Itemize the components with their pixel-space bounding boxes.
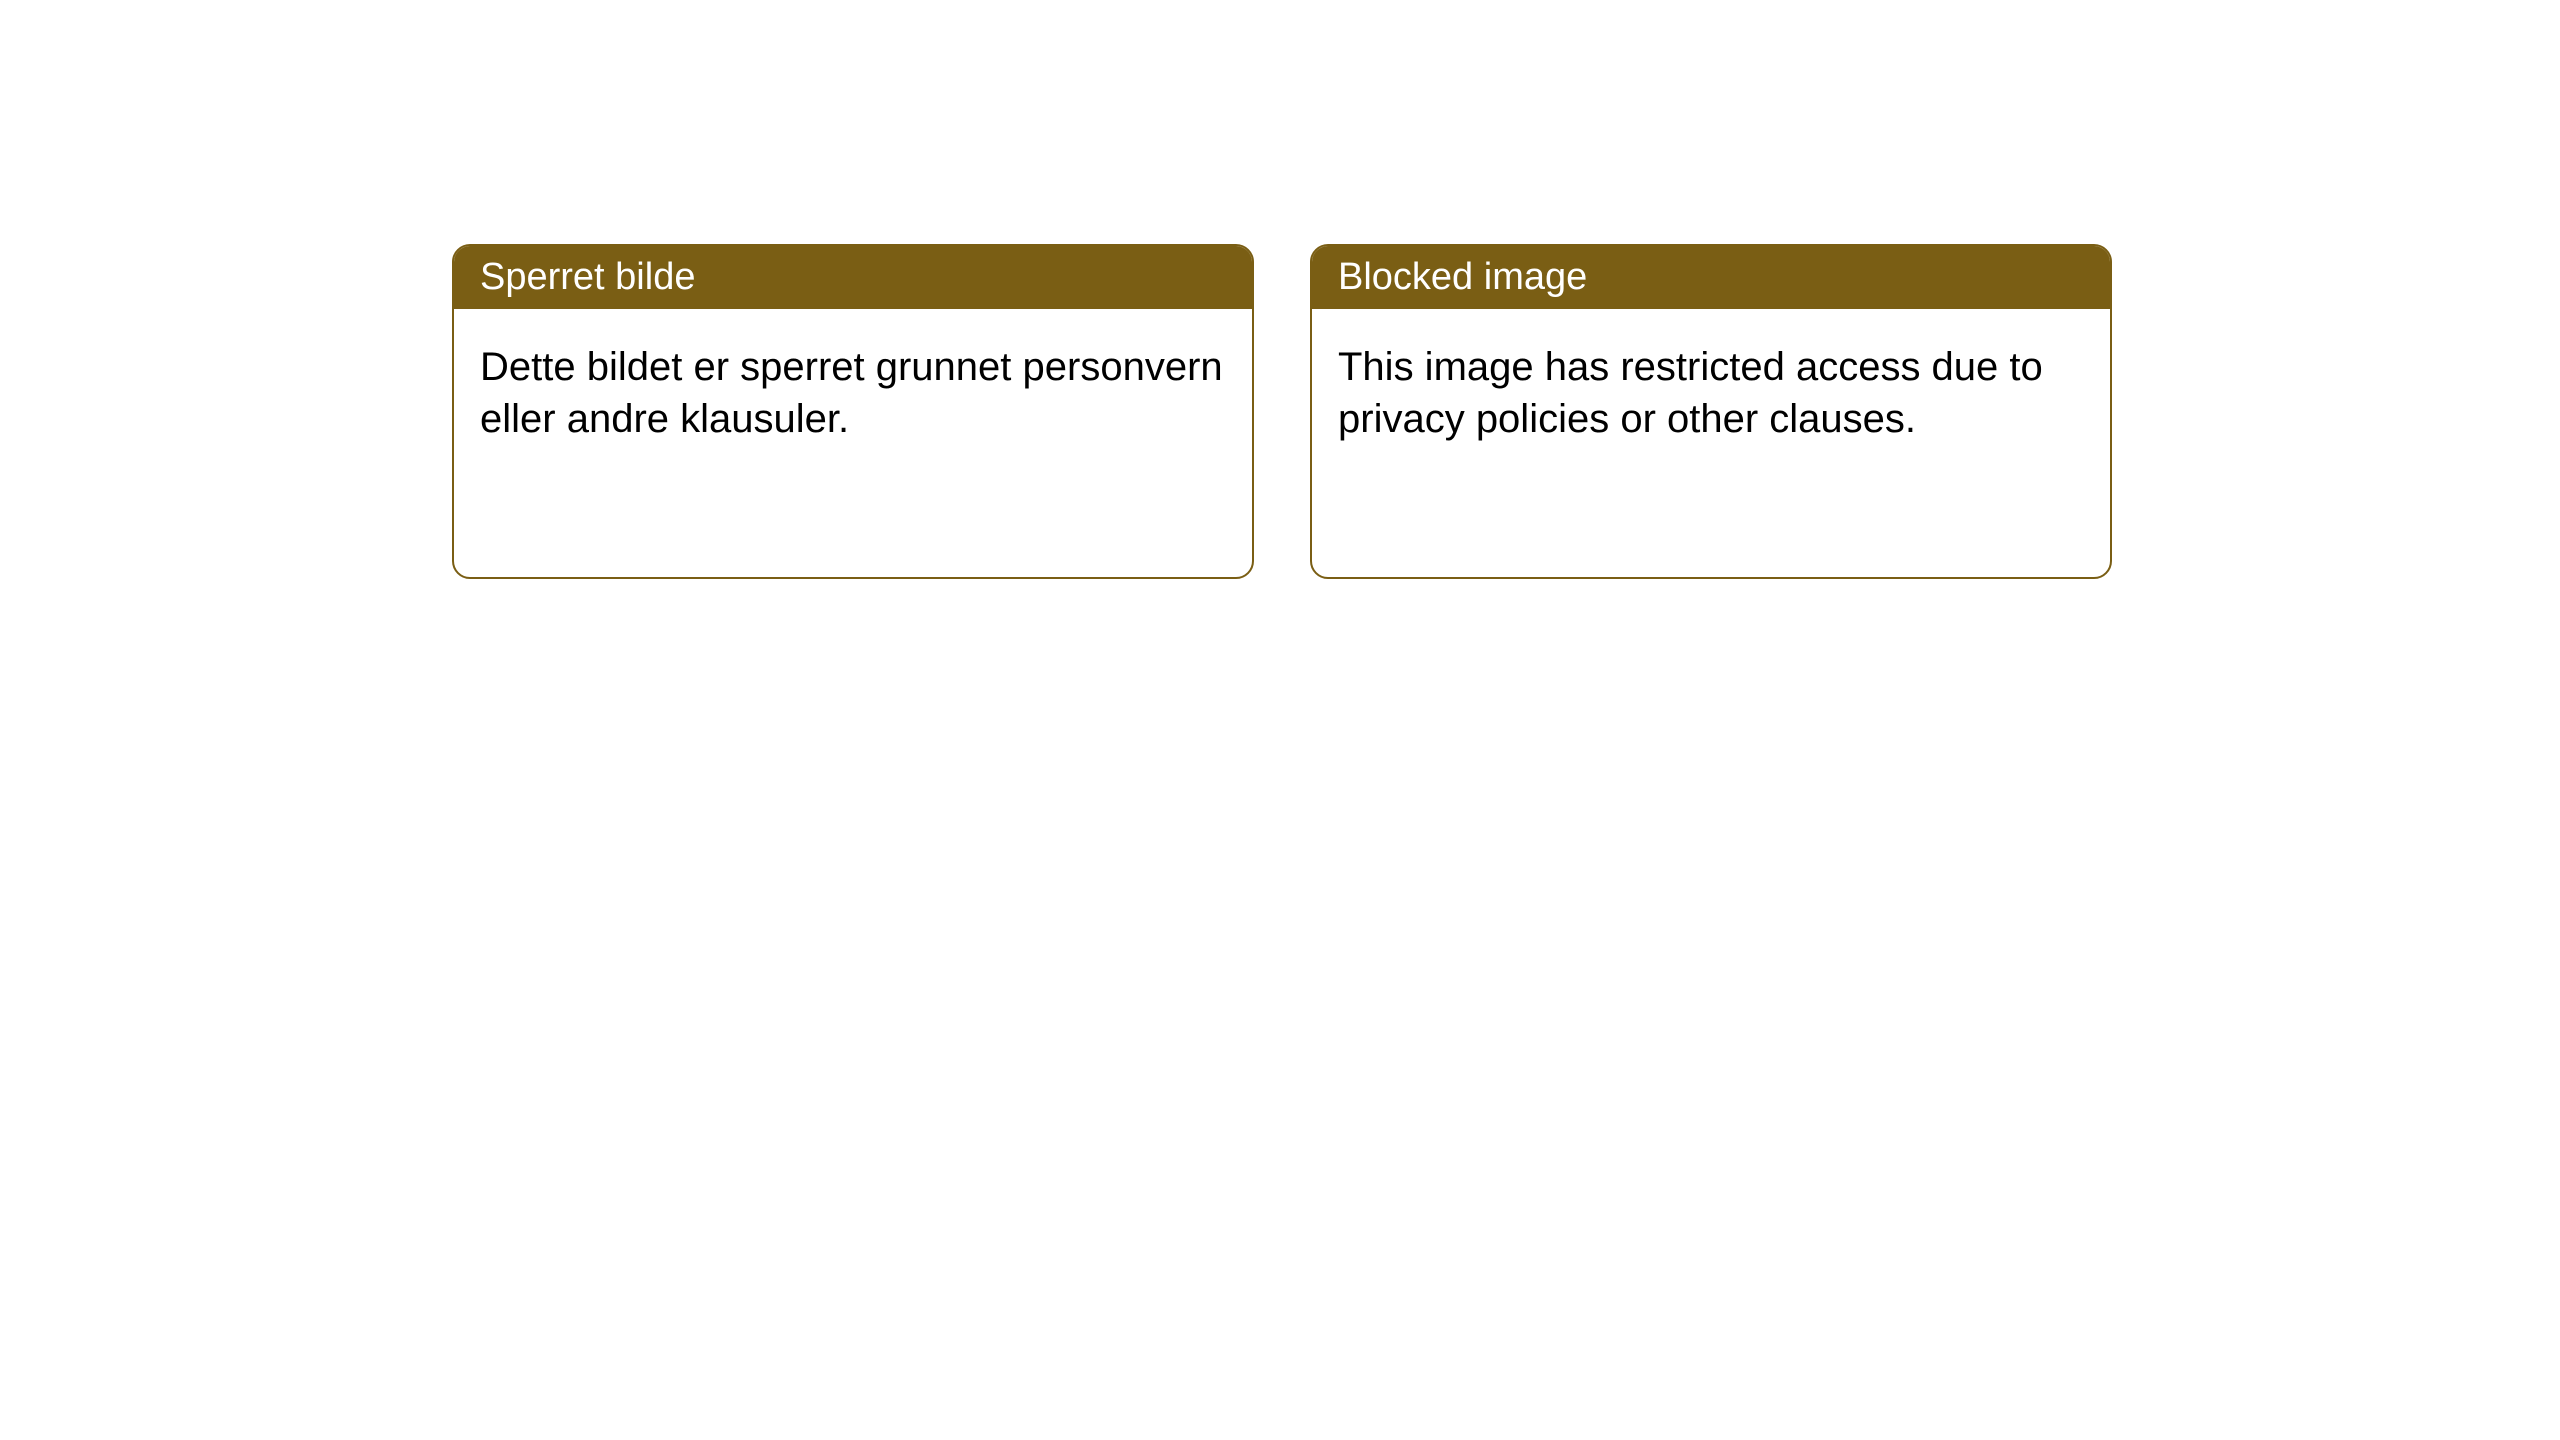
notice-body: Dette bildet er sperret grunnet personve… — [454, 309, 1252, 577]
notice-card-english: Blocked image This image has restricted … — [1310, 244, 2112, 579]
notice-body-text: Dette bildet er sperret grunnet personve… — [480, 345, 1223, 441]
notice-header-text: Sperret bilde — [480, 256, 695, 298]
notice-card-norwegian: Sperret bilde Dette bildet er sperret gr… — [452, 244, 1254, 579]
notice-header-text: Blocked image — [1338, 256, 1587, 298]
notice-body: This image has restricted access due to … — [1312, 309, 2110, 577]
notice-header: Blocked image — [1312, 246, 2110, 309]
notice-container: Sperret bilde Dette bildet er sperret gr… — [0, 0, 2560, 579]
notice-header: Sperret bilde — [454, 246, 1252, 309]
notice-body-text: This image has restricted access due to … — [1338, 345, 2043, 441]
